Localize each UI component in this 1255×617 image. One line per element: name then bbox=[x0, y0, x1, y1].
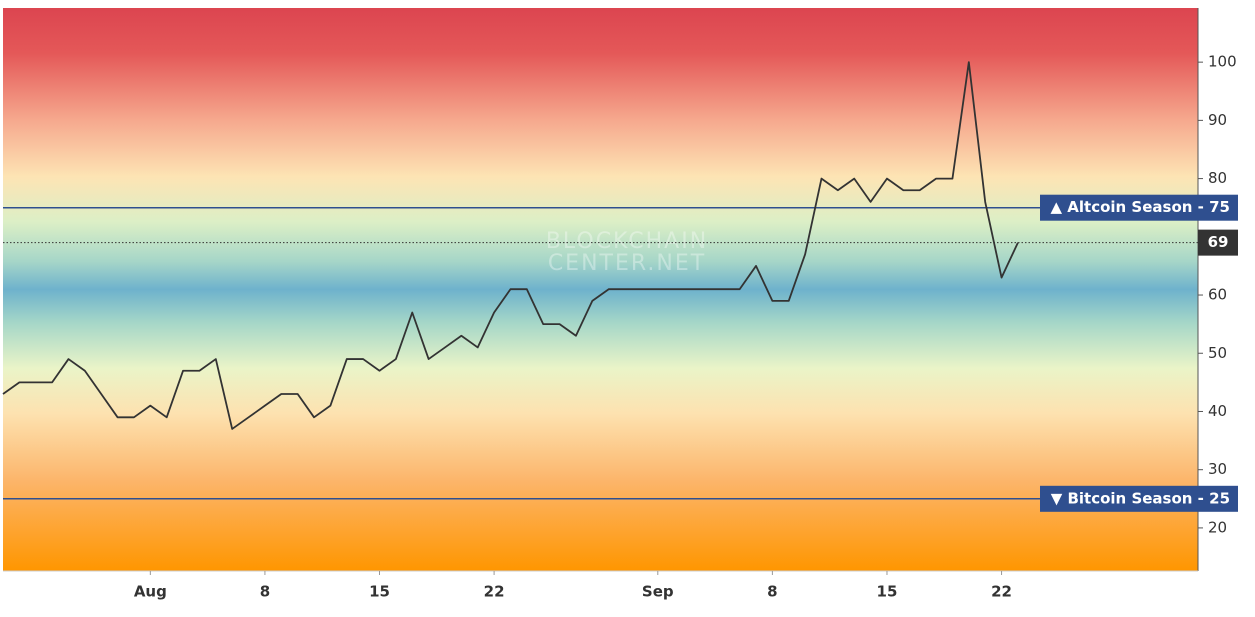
y-tick-label: 100 bbox=[1208, 53, 1237, 71]
threshold-badge bbox=[1040, 194, 1238, 221]
threshold-label: ▼ Bitcoin Season - 25 bbox=[1051, 489, 1230, 507]
x-tick-label: Aug bbox=[134, 583, 167, 601]
x-tick-label: 22 bbox=[484, 583, 505, 601]
threshold-badge bbox=[1040, 485, 1238, 512]
plot-background bbox=[3, 8, 1198, 571]
current-value-label: 69 bbox=[1208, 233, 1229, 251]
y-tick-label: 80 bbox=[1208, 169, 1227, 187]
data-line bbox=[2, 61, 1019, 430]
x-tick-label: Sep bbox=[642, 583, 674, 601]
y-tick-label: 90 bbox=[1208, 111, 1227, 129]
x-tick-label: 15 bbox=[369, 583, 390, 601]
watermark: CENTER.NET bbox=[548, 251, 706, 276]
x-tick-label: 22 bbox=[991, 583, 1012, 601]
watermark: BLOCKCHAIN bbox=[546, 229, 708, 254]
x-tick-label: 15 bbox=[877, 583, 898, 601]
y-tick-label: 30 bbox=[1208, 460, 1227, 478]
y-tick-label: 60 bbox=[1208, 286, 1227, 304]
threshold-label: ▲ Altcoin Season - 75 bbox=[1051, 198, 1230, 216]
y-tick-label: 40 bbox=[1208, 402, 1227, 420]
x-tick-label: 8 bbox=[767, 583, 777, 601]
y-tick-label: 20 bbox=[1208, 518, 1227, 536]
y-tick-label: 50 bbox=[1208, 344, 1227, 362]
current-value-badge bbox=[1198, 229, 1238, 256]
x-tick-label: 8 bbox=[260, 583, 270, 601]
